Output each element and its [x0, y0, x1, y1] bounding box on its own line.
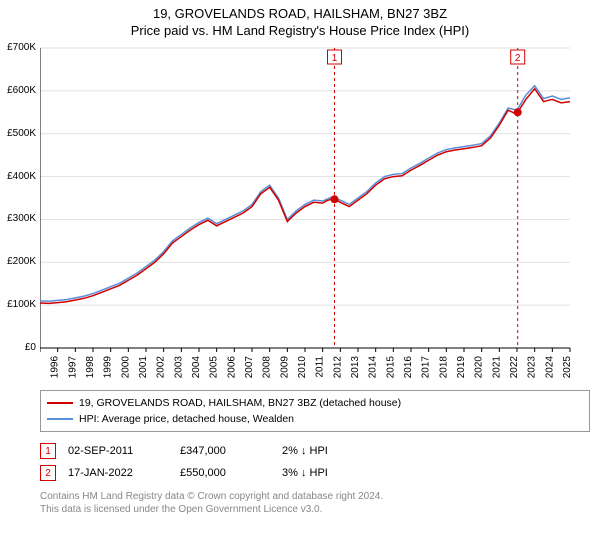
x-tick-label: 2024: [544, 356, 555, 379]
x-tick-label: 2006: [226, 356, 237, 379]
x-tick-label: 2013: [350, 356, 361, 379]
series-hpi: [40, 86, 570, 302]
event-num-box: 1: [40, 443, 56, 459]
x-tick-label: 1995: [40, 356, 43, 379]
event-row: 2 17-JAN-2022 £550,000 3% ↓ HPI: [40, 462, 590, 484]
event-marker-num: 2: [515, 53, 521, 64]
x-tick-label: 2000: [120, 356, 131, 379]
x-tick-label: 2009: [279, 356, 290, 379]
y-tick-label: £0: [0, 342, 36, 353]
event-dot: [331, 195, 339, 203]
event-row: 1 02-SEP-2011 £347,000 2% ↓ HPI: [40, 440, 590, 462]
chart-area: 1995 1996 1997 1998 1999 2000 2001 2002 2003 2004…: [40, 42, 600, 382]
title-subtitle: Price paid vs. HM Land Registry's House …: [0, 23, 600, 38]
footer: Contains HM Land Registry data © Crown c…: [40, 490, 590, 516]
legend-label: HPI: Average price, detached house, Weal…: [79, 413, 294, 425]
legend-label: 19, GROVELANDS ROAD, HAILSHAM, BN27 3BZ …: [79, 397, 401, 409]
legend-row: 19, GROVELANDS ROAD, HAILSHAM, BN27 3BZ …: [47, 395, 583, 411]
footer-line2: This data is licensed under the Open Gov…: [40, 503, 590, 516]
event-dot: [514, 108, 522, 116]
event-pct: 2% ↓ HPI: [282, 445, 392, 457]
x-tick-label: 2022: [509, 356, 520, 379]
x-tick-label: 2019: [456, 356, 467, 379]
titles: 19, GROVELANDS ROAD, HAILSHAM, BN27 3BZ …: [0, 0, 600, 38]
x-tick-label: 2018: [438, 356, 449, 379]
y-tick-label: £100K: [0, 299, 36, 310]
x-tick-label: 2021: [491, 356, 502, 379]
x-tick-label: 2003: [173, 356, 184, 379]
x-tick-label: 1999: [103, 356, 114, 379]
y-tick-label: £600K: [0, 85, 36, 96]
y-tick-label: £500K: [0, 128, 36, 139]
footer-line1: Contains HM Land Registry data © Crown c…: [40, 490, 590, 503]
x-tick-label: 2004: [191, 356, 202, 379]
event-date: 02-SEP-2011: [68, 445, 168, 457]
event-num-box: 2: [40, 465, 56, 481]
event-price: £550,000: [180, 467, 270, 479]
x-tick-label: 2001: [138, 356, 149, 379]
legend-swatch: [47, 418, 73, 420]
x-tick-label: 2008: [262, 356, 273, 379]
chart-container: 19, GROVELANDS ROAD, HAILSHAM, BN27 3BZ …: [0, 0, 600, 560]
event-date: 17-JAN-2022: [68, 467, 168, 479]
x-tick-label: 2012: [332, 356, 343, 379]
x-tick-label: 2023: [527, 356, 538, 379]
x-tick-label: 1997: [67, 356, 78, 379]
x-tick-label: 2014: [368, 356, 379, 379]
x-tick-label: 2016: [403, 356, 414, 379]
x-tick-label: 2002: [156, 356, 167, 379]
x-tick-label: 2025: [562, 356, 573, 379]
x-tick-label: 2011: [315, 356, 326, 378]
title-address: 19, GROVELANDS ROAD, HAILSHAM, BN27 3BZ: [0, 6, 600, 21]
y-tick-label: £200K: [0, 256, 36, 267]
x-tick-label: 2015: [385, 356, 396, 379]
legend-row: HPI: Average price, detached house, Weal…: [47, 411, 583, 427]
y-tick-label: £700K: [0, 42, 36, 53]
event-pct: 3% ↓ HPI: [282, 467, 392, 479]
y-tick-label: £400K: [0, 171, 36, 182]
event-marker-num: 1: [332, 53, 338, 64]
x-tick-label: 2017: [421, 356, 432, 379]
legend-swatch: [47, 402, 73, 404]
legend: 19, GROVELANDS ROAD, HAILSHAM, BN27 3BZ …: [40, 390, 590, 432]
chart-svg: 1995 1996 1997 1998 1999 2000 2001 2002 2003 2004…: [40, 42, 600, 382]
x-tick-label: 2010: [297, 356, 308, 379]
x-tick-label: 2020: [474, 356, 485, 379]
events-table: 1 02-SEP-2011 £347,000 2% ↓ HPI 2 17-JAN-2022…: [40, 440, 590, 484]
y-tick-label: £300K: [0, 213, 36, 224]
x-tick-label: 2005: [209, 356, 220, 379]
event-price: £347,000: [180, 445, 270, 457]
x-tick-label: 1998: [85, 356, 96, 379]
series-property: [40, 89, 570, 304]
x-tick-label: 2007: [244, 356, 255, 379]
x-tick-label: 1996: [50, 356, 61, 379]
